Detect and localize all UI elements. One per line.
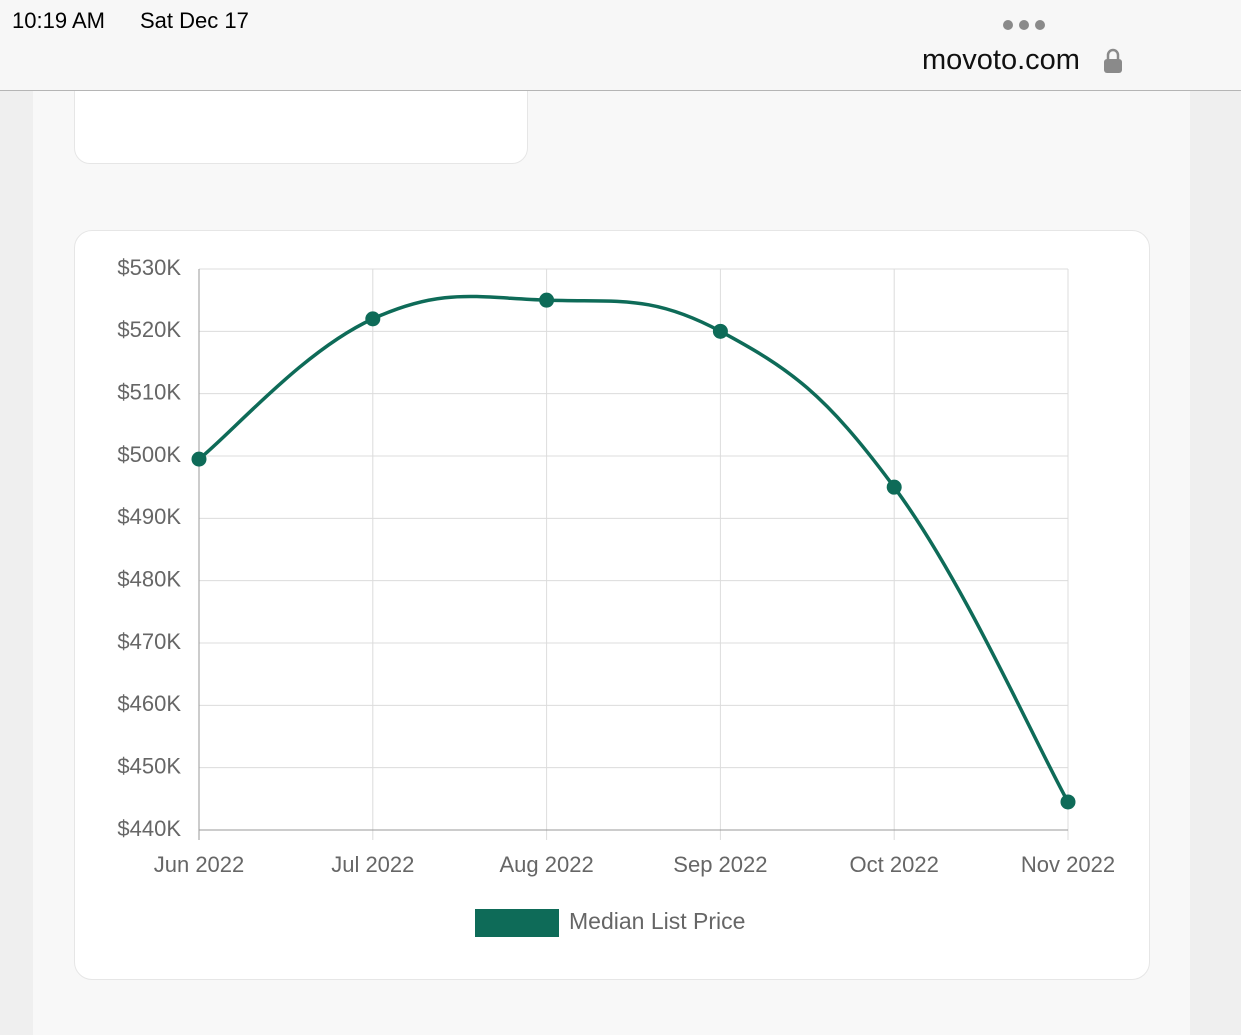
- line: [197, 294, 1070, 803]
- point: [886, 479, 902, 495]
- x-tick-label: Nov 2022: [1021, 852, 1115, 877]
- y-tick-label: $490K: [117, 504, 181, 529]
- point: [539, 292, 555, 308]
- y-tick-label: $450K: [117, 753, 181, 778]
- y-tick-label: $520K: [117, 317, 181, 342]
- x-tick-label: Jun 2022: [154, 852, 245, 877]
- point: [191, 451, 207, 467]
- y-tick-label: $510K: [117, 379, 181, 404]
- status-bar: 10:19 AM Sat Dec 17 movoto.com: [0, 0, 1241, 91]
- point: [365, 311, 381, 327]
- y-tick-label: $460K: [117, 691, 181, 716]
- y-tick-label: $530K: [117, 255, 181, 280]
- legend-swatch: [475, 909, 559, 937]
- date: Sat Dec 17: [140, 8, 249, 33]
- lock-icon: [1104, 48, 1122, 73]
- x-tick-label: Oct 2022: [850, 852, 939, 877]
- point: [1060, 794, 1076, 810]
- more-dots[interactable]: [1000, 18, 1048, 32]
- legend-label: Median List Price: [569, 908, 745, 934]
- y-tick-label: $500K: [117, 442, 181, 467]
- y-tick-label: $440K: [117, 816, 181, 841]
- time: 10:19 AM: [12, 8, 105, 33]
- x-tick-label: Jul 2022: [331, 852, 414, 877]
- y-tick-label: $480K: [117, 566, 181, 591]
- x-tick-label: Sep 2022: [673, 852, 767, 877]
- url[interactable]: movoto.com: [922, 44, 1080, 76]
- y-tick-label: $470K: [117, 629, 181, 654]
- chart-card: [74, 230, 1150, 980]
- point: [712, 323, 728, 339]
- x-tick-label: Aug 2022: [499, 852, 593, 877]
